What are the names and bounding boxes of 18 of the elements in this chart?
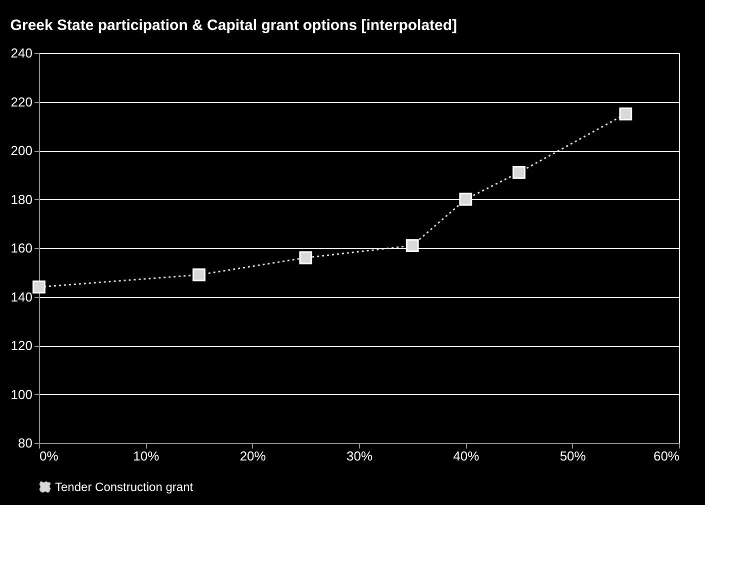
chart-title: Greek State participation & Capital grant options [interpolated] — [10, 17, 458, 34]
y-tick-label: 140 — [10, 289, 32, 304]
x-tick-label: 50% — [560, 448, 586, 464]
y-tick-label: 120 — [10, 338, 32, 353]
x-tick-label: 0% — [40, 448, 59, 464]
y-tick-label: 80 — [18, 436, 32, 450]
y-tick-label: 180 — [10, 192, 32, 207]
x-tick-label: 40% — [453, 448, 480, 464]
x-tick-label: 30% — [346, 448, 373, 464]
y-tick-label: 160 — [10, 240, 32, 256]
y-tick-label: 200 — [10, 143, 32, 158]
y-tick-label: 240 — [10, 46, 32, 60]
x-tick-label: 20% — [240, 448, 266, 464]
y-tick-label: 100 — [10, 386, 32, 402]
x-tick-label: 10% — [133, 448, 160, 464]
legend-label: Tender Construction grant — [55, 480, 194, 494]
x-tick-label: 60% — [653, 448, 680, 464]
y-tick-label: 220 — [10, 94, 32, 110]
